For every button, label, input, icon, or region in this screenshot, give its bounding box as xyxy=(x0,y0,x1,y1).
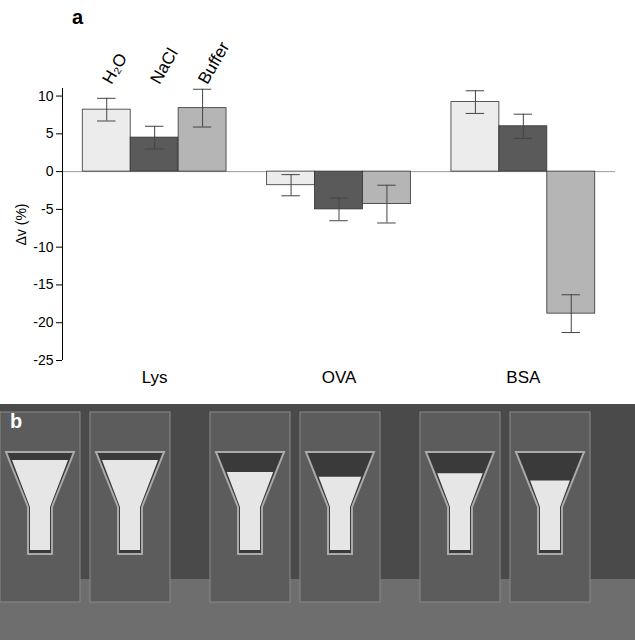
svg-text:BSA: BSA xyxy=(506,368,541,387)
svg-text:5: 5 xyxy=(46,125,54,141)
svg-text:Lys: Lys xyxy=(142,368,168,387)
svg-text:b: b xyxy=(10,410,22,432)
svg-text:-15: -15 xyxy=(33,276,53,292)
svg-text:Buffer: Buffer xyxy=(194,38,233,87)
svg-text:10: 10 xyxy=(38,88,54,104)
svg-text:-10: -10 xyxy=(33,239,53,255)
svg-text:NaCl: NaCl xyxy=(146,45,181,87)
svg-text:-25: -25 xyxy=(33,352,53,368)
html-text:a: a xyxy=(72,6,84,28)
svg-text:-5: -5 xyxy=(41,201,54,217)
svg-text:Δv (%): Δv (%) xyxy=(13,203,29,245)
svg-text:H₂O: H₂O xyxy=(98,50,131,87)
svg-text:0: 0 xyxy=(46,163,54,179)
svg-text:-20: -20 xyxy=(33,314,53,330)
svg-text:OVA: OVA xyxy=(322,368,357,387)
